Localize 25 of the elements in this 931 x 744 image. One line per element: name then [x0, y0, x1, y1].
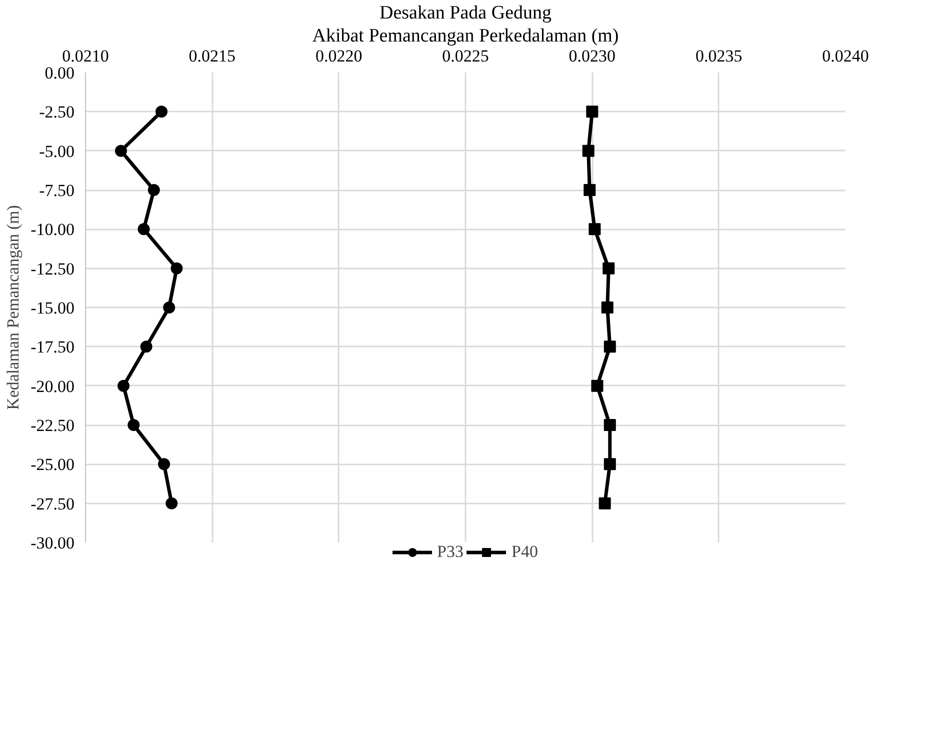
- legend-label: P40: [512, 542, 538, 562]
- x-tick-label: 0.0240: [822, 46, 869, 66]
- x-tick-label: 0.0220: [315, 46, 362, 66]
- y-tick-label: -10.00: [30, 220, 75, 240]
- legend-label: P33: [437, 542, 464, 562]
- y-tick-label: -12.50: [30, 259, 75, 278]
- x-tick-label: 0.0225: [442, 46, 489, 66]
- y-tick-label: 0.00: [44, 64, 74, 82]
- y-tick-label: -30.00: [30, 534, 75, 552]
- x-tick-label: 0.0235: [695, 46, 742, 66]
- x-tick-label: 0.0210: [62, 46, 109, 66]
- y-tick-label: -17.50: [30, 338, 75, 357]
- y-tick-label: -2.50: [39, 102, 75, 122]
- y-tick-label: -5.00: [39, 142, 75, 161]
- y-tick-label: -22.50: [30, 416, 75, 435]
- chart-subtitle: Akibat Pemancangan Perkedalaman (m): [312, 26, 619, 46]
- x-tick-label: 0.0215: [188, 46, 236, 66]
- y-tick-label: -27.50: [30, 494, 75, 514]
- y-axis-title: Kedalaman Pemancangan (m): [4, 205, 23, 410]
- y-tick-label: -25.00: [30, 455, 75, 474]
- y-tick-label: -7.50: [39, 181, 75, 200]
- x-tick-label: 0.0230: [568, 46, 616, 66]
- y-tick-label: -20.00: [30, 376, 75, 396]
- chart-title: Desakan Pada Gedung: [380, 2, 552, 24]
- y-tick-label: -15.00: [30, 298, 75, 318]
